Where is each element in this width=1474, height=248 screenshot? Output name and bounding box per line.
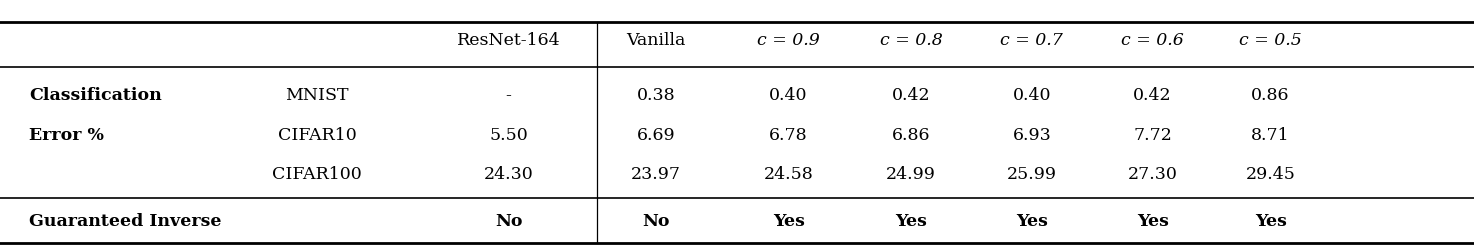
Text: Vanilla: Vanilla xyxy=(626,32,685,49)
Text: 5.50: 5.50 xyxy=(489,127,528,144)
Text: c = 0.5: c = 0.5 xyxy=(1240,32,1302,49)
Text: 0.38: 0.38 xyxy=(637,87,675,104)
Text: 0.42: 0.42 xyxy=(892,87,930,104)
Text: Yes: Yes xyxy=(895,214,927,230)
Text: CIFAR100: CIFAR100 xyxy=(273,166,361,183)
Text: 0.86: 0.86 xyxy=(1251,87,1290,104)
Text: No: No xyxy=(643,214,669,230)
Text: ResNet-164: ResNet-164 xyxy=(457,32,560,49)
Text: Yes: Yes xyxy=(772,214,805,230)
Text: Yes: Yes xyxy=(1016,214,1048,230)
Text: 6.86: 6.86 xyxy=(892,127,930,144)
Text: c = 0.8: c = 0.8 xyxy=(880,32,942,49)
Text: -: - xyxy=(506,87,511,104)
Text: 24.99: 24.99 xyxy=(886,166,936,183)
Text: Yes: Yes xyxy=(1136,214,1169,230)
Text: Guaranteed Inverse: Guaranteed Inverse xyxy=(29,214,223,230)
Text: 0.42: 0.42 xyxy=(1134,87,1172,104)
Text: 29.45: 29.45 xyxy=(1246,166,1296,183)
Text: c = 0.7: c = 0.7 xyxy=(1001,32,1063,49)
Text: Classification: Classification xyxy=(29,87,162,104)
Text: Yes: Yes xyxy=(1254,214,1287,230)
Text: 24.30: 24.30 xyxy=(483,166,534,183)
Text: 0.40: 0.40 xyxy=(1013,87,1051,104)
Text: 25.99: 25.99 xyxy=(1007,166,1057,183)
Text: Error %: Error % xyxy=(29,127,105,144)
Text: 8.71: 8.71 xyxy=(1251,127,1290,144)
Text: 7.72: 7.72 xyxy=(1134,127,1172,144)
Text: No: No xyxy=(495,214,522,230)
Text: 6.93: 6.93 xyxy=(1013,127,1051,144)
Text: c = 0.6: c = 0.6 xyxy=(1122,32,1184,49)
Text: 27.30: 27.30 xyxy=(1128,166,1178,183)
Text: 24.58: 24.58 xyxy=(764,166,814,183)
Text: MNIST: MNIST xyxy=(284,87,349,104)
Text: c = 0.9: c = 0.9 xyxy=(758,32,820,49)
Text: 6.78: 6.78 xyxy=(769,127,808,144)
Text: 23.97: 23.97 xyxy=(631,166,681,183)
Text: 0.40: 0.40 xyxy=(769,87,808,104)
Text: CIFAR10: CIFAR10 xyxy=(277,127,357,144)
Text: 6.69: 6.69 xyxy=(637,127,675,144)
